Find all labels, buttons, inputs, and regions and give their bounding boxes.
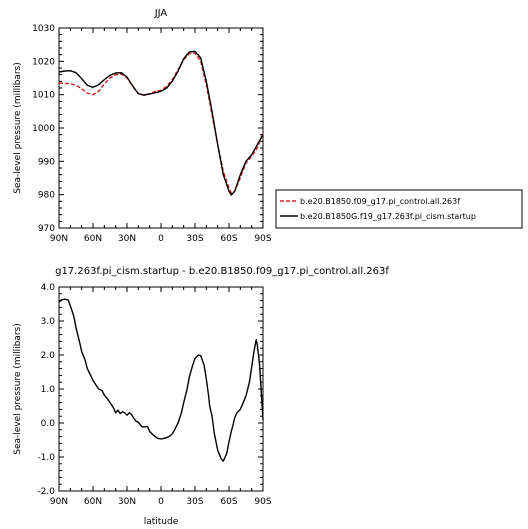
y-tick-label: -2.0 bbox=[37, 487, 55, 497]
x-tick-label: 60S bbox=[220, 234, 237, 244]
series-line-0-1 bbox=[58, 50, 264, 196]
y-tick-label: 1020 bbox=[32, 57, 55, 67]
legend-label-0: b.e20.B1850.f09_g17.pi_control.all.263f bbox=[300, 197, 460, 206]
chart-title-0: JJA bbox=[154, 8, 168, 19]
x-tick-label: 30N bbox=[118, 497, 136, 507]
y-tick-label: 1010 bbox=[32, 91, 55, 101]
x-tick-label: 90N bbox=[50, 497, 68, 507]
y-axis-label-0: Sea-level pressure (millibars) bbox=[13, 62, 23, 193]
y-tick-label: 1.0 bbox=[41, 385, 56, 395]
x-tick-label: 90N bbox=[50, 234, 68, 244]
series-line-0-0 bbox=[58, 52, 264, 194]
x-tick-label: 30N bbox=[118, 234, 136, 244]
y-tick-label: 0.0 bbox=[41, 419, 56, 429]
y-tick-label: 1000 bbox=[32, 124, 55, 134]
x-tick-label: 90S bbox=[254, 234, 271, 244]
x-tick-label: 60N bbox=[84, 234, 102, 244]
y-axis-label-1: Sea-level pressure (millibars) bbox=[13, 323, 23, 454]
x-tick-label: 90S bbox=[254, 497, 271, 507]
y-tick-label: 4.0 bbox=[41, 283, 56, 293]
y-tick-label: 1030 bbox=[32, 24, 55, 34]
chart-title-1: g17.263f.pi_cism.startup - b.e20.B1850.f… bbox=[55, 266, 389, 277]
plot-frame-0 bbox=[58, 27, 264, 229]
x-tick-label: 0 bbox=[158, 497, 164, 507]
legend-label-1: b.e20.B1850G.f19_g17.263f.pi_cism.startu… bbox=[300, 212, 476, 221]
x-tick-label: 0 bbox=[158, 234, 164, 244]
x-tick-label: 30S bbox=[186, 234, 203, 244]
x-tick-label: 60N bbox=[84, 497, 102, 507]
plot-frame-1 bbox=[58, 286, 264, 492]
x-axis-label-1: latitude bbox=[144, 517, 179, 527]
y-tick-label: 3.0 bbox=[41, 317, 56, 327]
y-tick-label: 970 bbox=[38, 224, 55, 234]
y-tick-label: -1.0 bbox=[37, 453, 55, 463]
x-tick-label: 30S bbox=[186, 497, 203, 507]
y-tick-label: 980 bbox=[38, 191, 55, 201]
y-tick-label: 2.0 bbox=[41, 351, 56, 361]
y-tick-label: 990 bbox=[38, 157, 55, 167]
series-line-1-0 bbox=[58, 298, 264, 462]
x-tick-label: 60S bbox=[220, 497, 237, 507]
legend-box bbox=[275, 189, 523, 229]
